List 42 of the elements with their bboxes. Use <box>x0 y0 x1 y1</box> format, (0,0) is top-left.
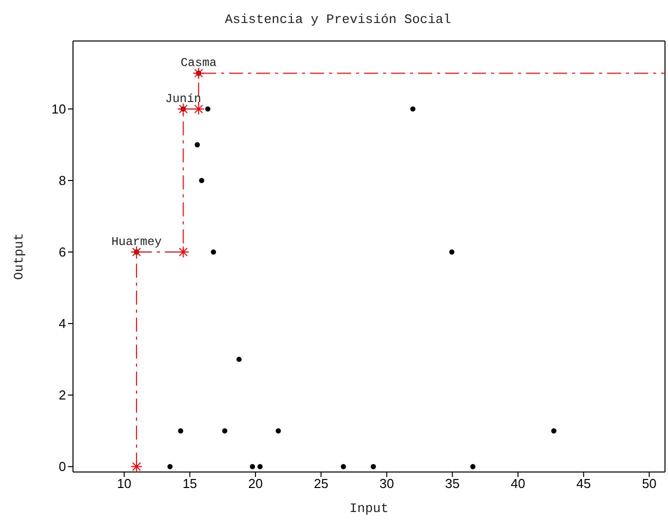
annotation: Casma <box>180 56 217 70</box>
point <box>167 464 173 470</box>
x-tick-label: 25 <box>314 476 328 492</box>
point <box>192 102 205 115</box>
point <box>250 464 256 470</box>
y-tick-label: 8 <box>58 173 66 188</box>
x-tick-label: 20 <box>248 476 263 492</box>
chart-title: Asistencia y Previsión Social <box>224 11 452 29</box>
point <box>236 356 242 362</box>
x-tick-label: 35 <box>445 476 460 492</box>
point <box>276 428 281 434</box>
point <box>192 67 205 80</box>
point <box>130 460 143 472</box>
point <box>470 464 476 470</box>
y-tick-label: 10 <box>52 102 66 117</box>
annotation: Junín <box>165 92 202 106</box>
x-tick-label: 50 <box>642 476 656 492</box>
point <box>551 428 556 434</box>
point <box>370 464 376 470</box>
x-tick-label: 30 <box>379 476 394 492</box>
point <box>205 106 210 112</box>
x-tick-label: 10 <box>116 476 132 492</box>
x-axis-title: Input <box>349 501 389 516</box>
y-tick-label: 4 <box>58 316 66 332</box>
point <box>257 464 263 470</box>
point <box>177 246 190 258</box>
x-tick-label: 40 <box>510 476 526 492</box>
point <box>340 464 346 470</box>
y-axis-title: Output <box>12 233 27 280</box>
y-tick-label: 0 <box>58 459 66 474</box>
point <box>210 249 216 255</box>
point <box>199 178 204 184</box>
point <box>178 428 184 434</box>
annotation: Huarmey <box>111 235 162 250</box>
y-tick-label: 2 <box>58 388 66 403</box>
point <box>194 142 200 148</box>
point <box>222 428 228 434</box>
x-tick-label: 45 <box>576 476 591 492</box>
y-tick-label: 6 <box>58 244 66 260</box>
point <box>449 249 454 255</box>
point <box>410 106 416 112</box>
x-tick-label: 15 <box>182 476 198 492</box>
